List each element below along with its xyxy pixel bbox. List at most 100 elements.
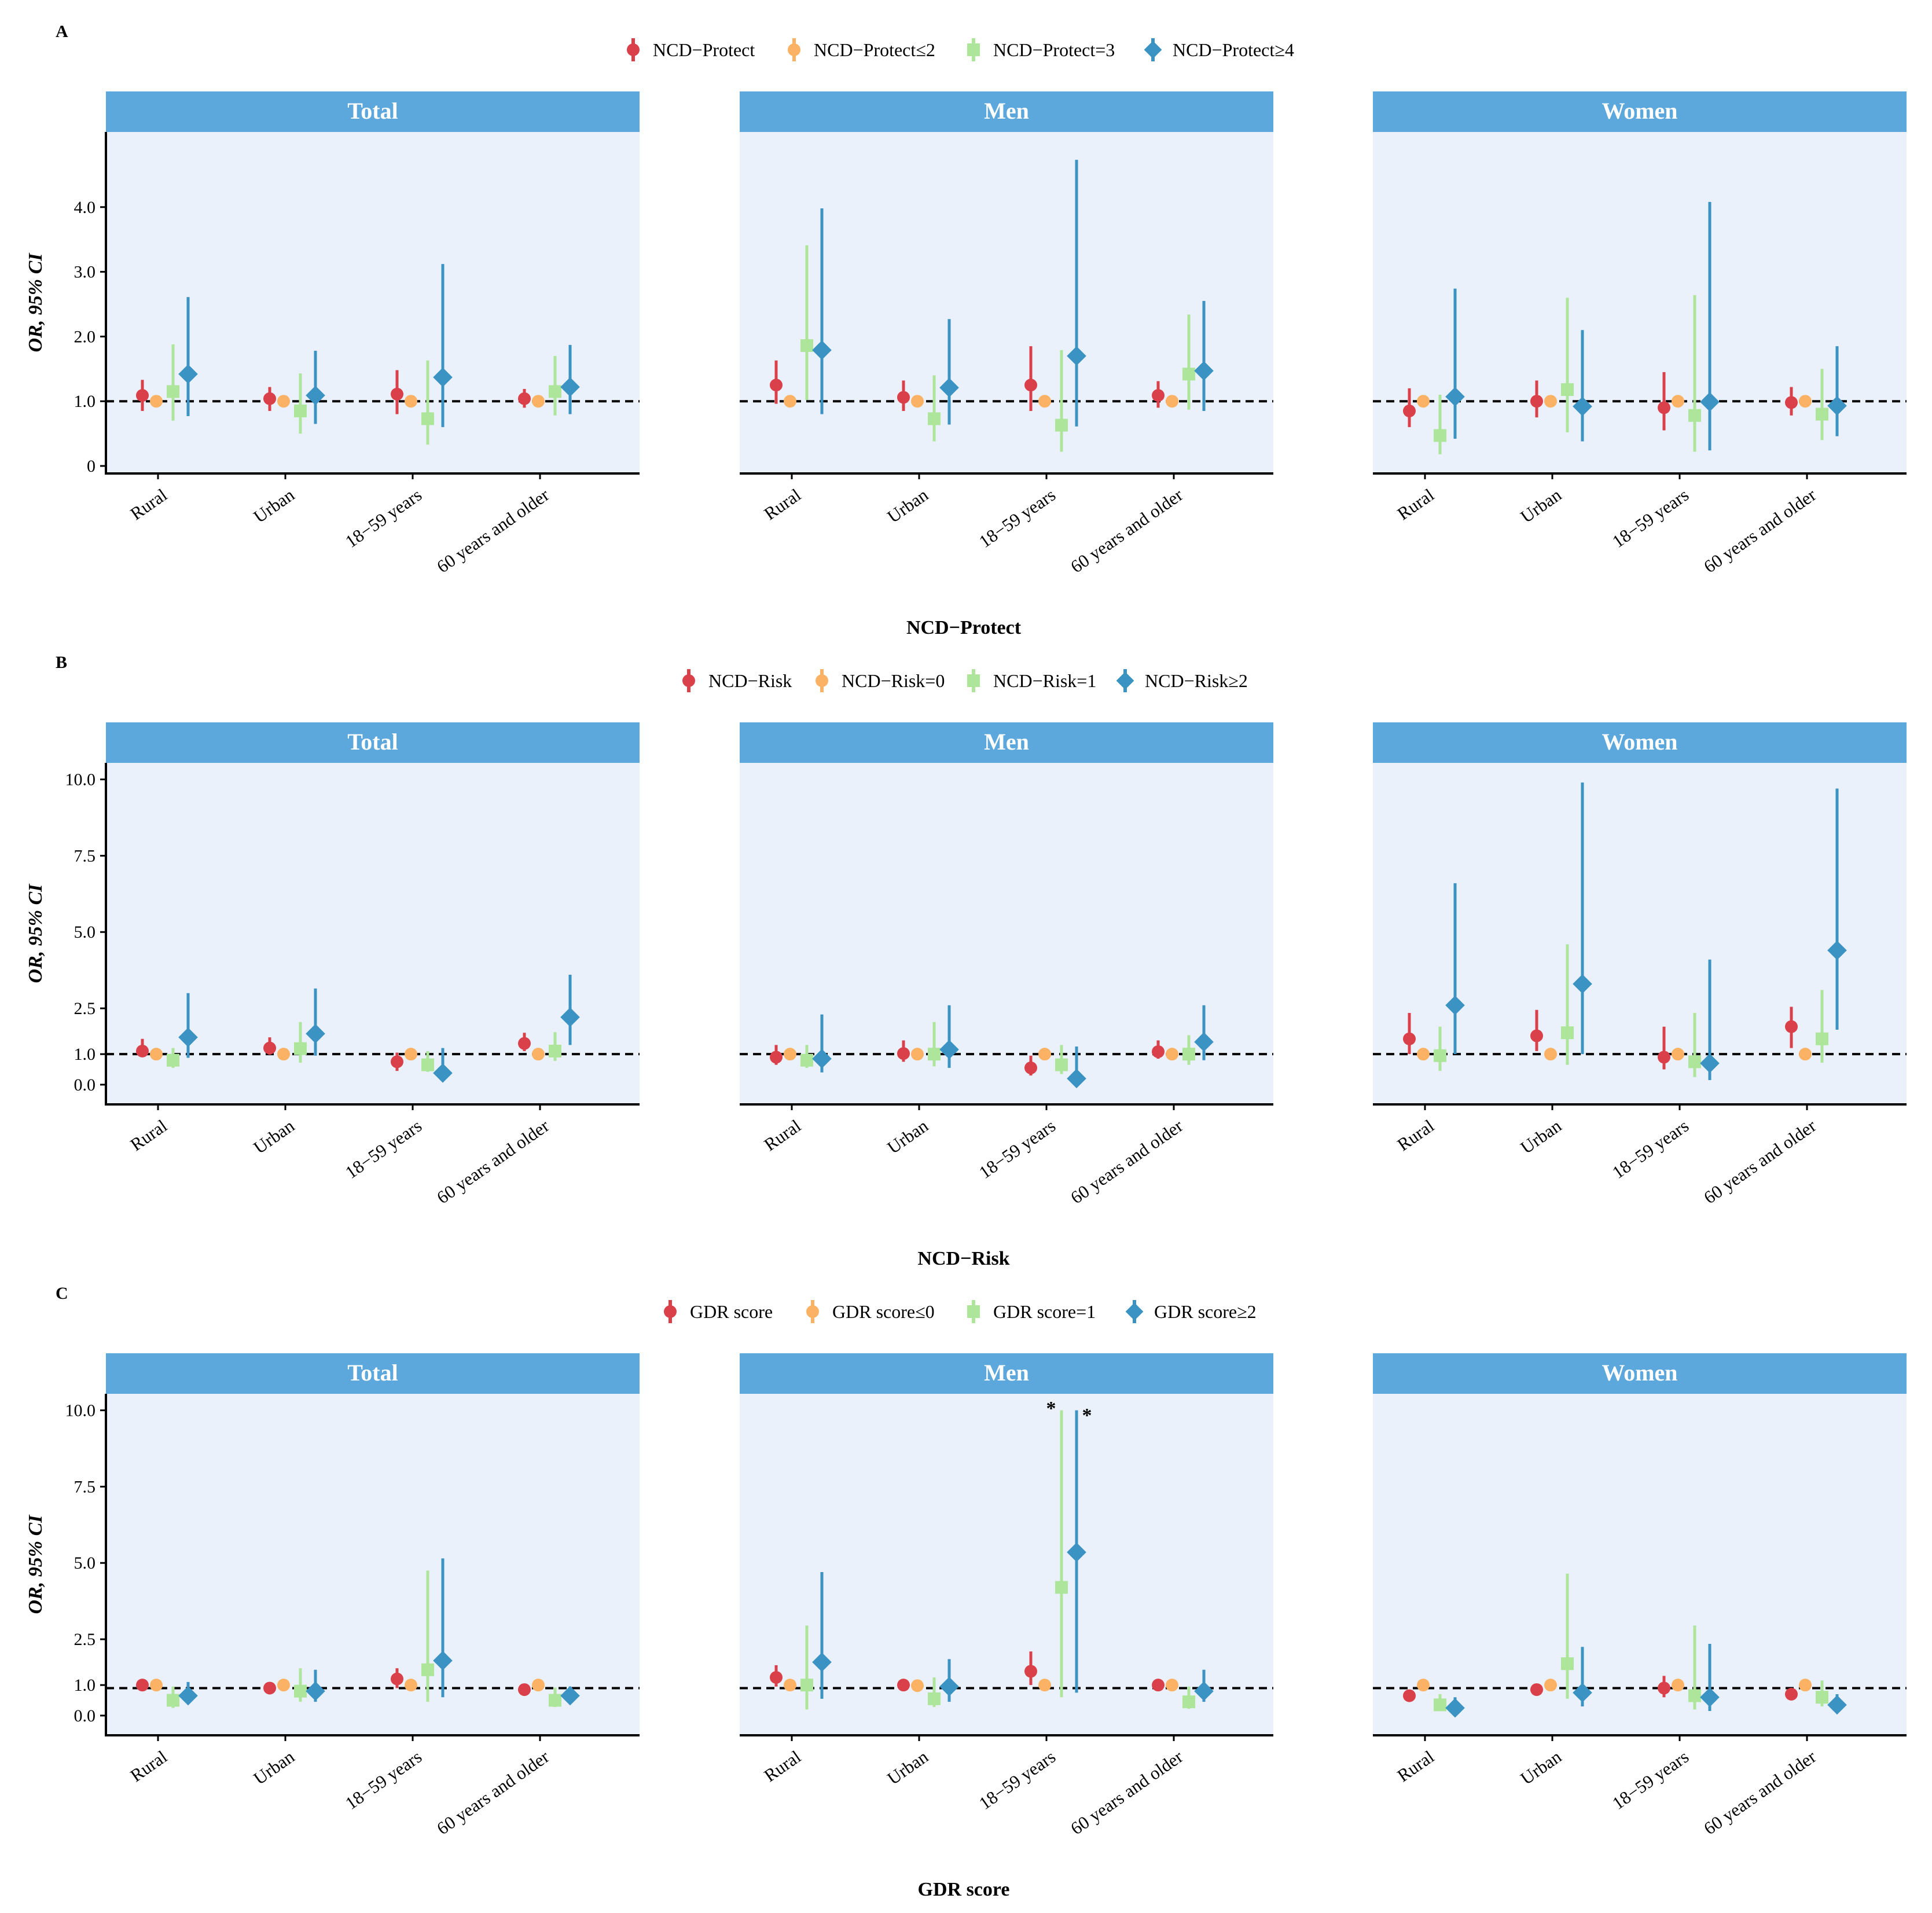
- point-estimate: [433, 1063, 453, 1083]
- point-estimate: [812, 1049, 832, 1069]
- legend-label: GDR score=1: [993, 1301, 1096, 1322]
- point-estimate: [1672, 1679, 1684, 1692]
- plot-background: [1373, 1394, 1907, 1734]
- legend-item: NCD−Risk=0: [816, 669, 945, 692]
- point-estimate: [549, 1044, 561, 1058]
- point-estimate: [306, 1681, 325, 1701]
- legend-label: NCD−Protect≤2: [814, 39, 935, 60]
- facet-women: Women Rural Urban 18−59 years 60 years and o…: [1373, 722, 1907, 1208]
- point-estimate: [294, 1042, 307, 1055]
- point-estimate: [1816, 1032, 1828, 1045]
- legend-label: NCD−Risk: [708, 670, 792, 691]
- x-axis-title: NCD−Risk: [917, 1248, 1009, 1269]
- x-tick-label: Urban: [883, 1746, 932, 1789]
- point-estimate: [1561, 383, 1574, 396]
- legend-key-marker: [806, 1305, 819, 1318]
- point-estimate: [1799, 1679, 1812, 1692]
- point-estimate: [1055, 418, 1068, 432]
- point-estimate: [1561, 1026, 1574, 1040]
- point-estimate: [800, 1053, 813, 1067]
- y-tick-label: 1.0: [74, 392, 96, 411]
- x-tick-label: Urban: [249, 1746, 298, 1789]
- legend-label: NCD−Risk≥2: [1145, 670, 1248, 691]
- point-estimate: [1055, 1581, 1068, 1594]
- point-estimate: [1434, 1698, 1446, 1712]
- x-tick-label: 60 years and older: [1700, 484, 1820, 577]
- point-estimate: [897, 391, 910, 404]
- legend-item: NCD−Risk: [682, 669, 792, 692]
- point-estimate: [1067, 1542, 1086, 1562]
- legend-key-marker: [967, 1305, 980, 1318]
- legend-key-marker: [1116, 671, 1134, 690]
- point-estimate: [1166, 1679, 1178, 1692]
- facet-title: Men: [984, 729, 1029, 755]
- point-estimate: [167, 1694, 179, 1707]
- facet-header: [740, 722, 1273, 763]
- point-estimate: [136, 389, 149, 402]
- point-estimate: [1700, 392, 1720, 412]
- point-estimate: [1182, 1048, 1195, 1061]
- point-estimate: [939, 1677, 959, 1697]
- y-tick-label: 1.0: [74, 1676, 96, 1695]
- x-tick-label: Rural: [1394, 1746, 1438, 1786]
- legend-item: NCD−Protect≤2: [788, 38, 935, 61]
- legend-key-marker: [1144, 41, 1162, 59]
- point-estimate: [812, 1652, 832, 1672]
- point-estimate: [1827, 396, 1847, 416]
- x-tick-label: 18−59 years: [975, 1115, 1059, 1183]
- x-tick-label: Rural: [761, 1746, 805, 1786]
- x-tick-label: 18−59 years: [1608, 1115, 1692, 1183]
- point-estimate: [1417, 1679, 1430, 1692]
- point-estimate: [1194, 361, 1214, 381]
- point-estimate: [421, 412, 434, 425]
- facet-total: Total 0 1.0 2.0 3.0 4.0 OR, 95% CI Rural Urban 18…: [25, 91, 640, 577]
- y-tick-label: 5.0: [74, 1554, 96, 1573]
- x-tick-label: 60 years and older: [433, 1746, 553, 1839]
- point-estimate: [1827, 941, 1847, 960]
- facet-title: Total: [347, 729, 398, 755]
- point-estimate: [167, 1053, 179, 1067]
- x-tick-label: 18−59 years: [975, 484, 1059, 552]
- x-axis-title: GDR score: [918, 1879, 1010, 1900]
- point-estimate: [939, 1040, 959, 1060]
- legend-label: GDR score≤0: [832, 1301, 935, 1322]
- x-tick-label: Rural: [127, 484, 171, 524]
- x-tick-label: 18−59 years: [341, 1746, 425, 1813]
- plot-background: [1373, 132, 1907, 472]
- point-estimate: [294, 1684, 307, 1698]
- x-tick-label: Urban: [1516, 1115, 1565, 1158]
- point-estimate: [928, 412, 941, 425]
- y-tick-label: 0.0: [74, 1706, 96, 1725]
- point-estimate: [1417, 1048, 1430, 1061]
- point-estimate: [1024, 1061, 1037, 1074]
- point-estimate: [263, 1681, 276, 1695]
- point-estimate: [1816, 407, 1828, 421]
- y-tick-label: 7.5: [74, 1477, 96, 1496]
- point-estimate: [1403, 404, 1416, 417]
- facet-title: Women: [1602, 1360, 1677, 1386]
- plot-background: [1373, 763, 1907, 1103]
- facet-total: Total 0.0 1.0 2.5 5.0 7.5 10.0 OR, 95% CI Rural U…: [25, 1353, 640, 1839]
- panel-letter: A: [56, 22, 68, 41]
- legend-item: GDR score: [664, 1300, 773, 1323]
- facet-title: Men: [984, 98, 1029, 124]
- point-estimate: [1182, 1695, 1195, 1709]
- significance-asterisk: *: [1046, 1398, 1056, 1419]
- x-tick-label: Urban: [883, 484, 932, 527]
- point-estimate: [1038, 395, 1051, 408]
- point-estimate: [800, 1679, 813, 1692]
- point-estimate: [1827, 1695, 1847, 1715]
- point-estimate: [1785, 1020, 1798, 1033]
- legend: NCD−Risk NCD−Risk=0 NCD−Risk=1 NCD−Risk≥2: [682, 669, 1248, 692]
- x-tick-label: Rural: [127, 1115, 171, 1155]
- plot-background: [740, 1394, 1273, 1734]
- point-estimate: [939, 377, 959, 398]
- point-estimate: [1785, 396, 1798, 409]
- y-tick-label: 7.5: [74, 846, 96, 865]
- point-estimate: [1403, 1032, 1416, 1045]
- legend-key-marker: [1125, 1302, 1144, 1321]
- facet-women: Women Rural Urban 18−59 years 60 years and o…: [1373, 91, 1907, 577]
- x-tick-label: Urban: [249, 484, 298, 527]
